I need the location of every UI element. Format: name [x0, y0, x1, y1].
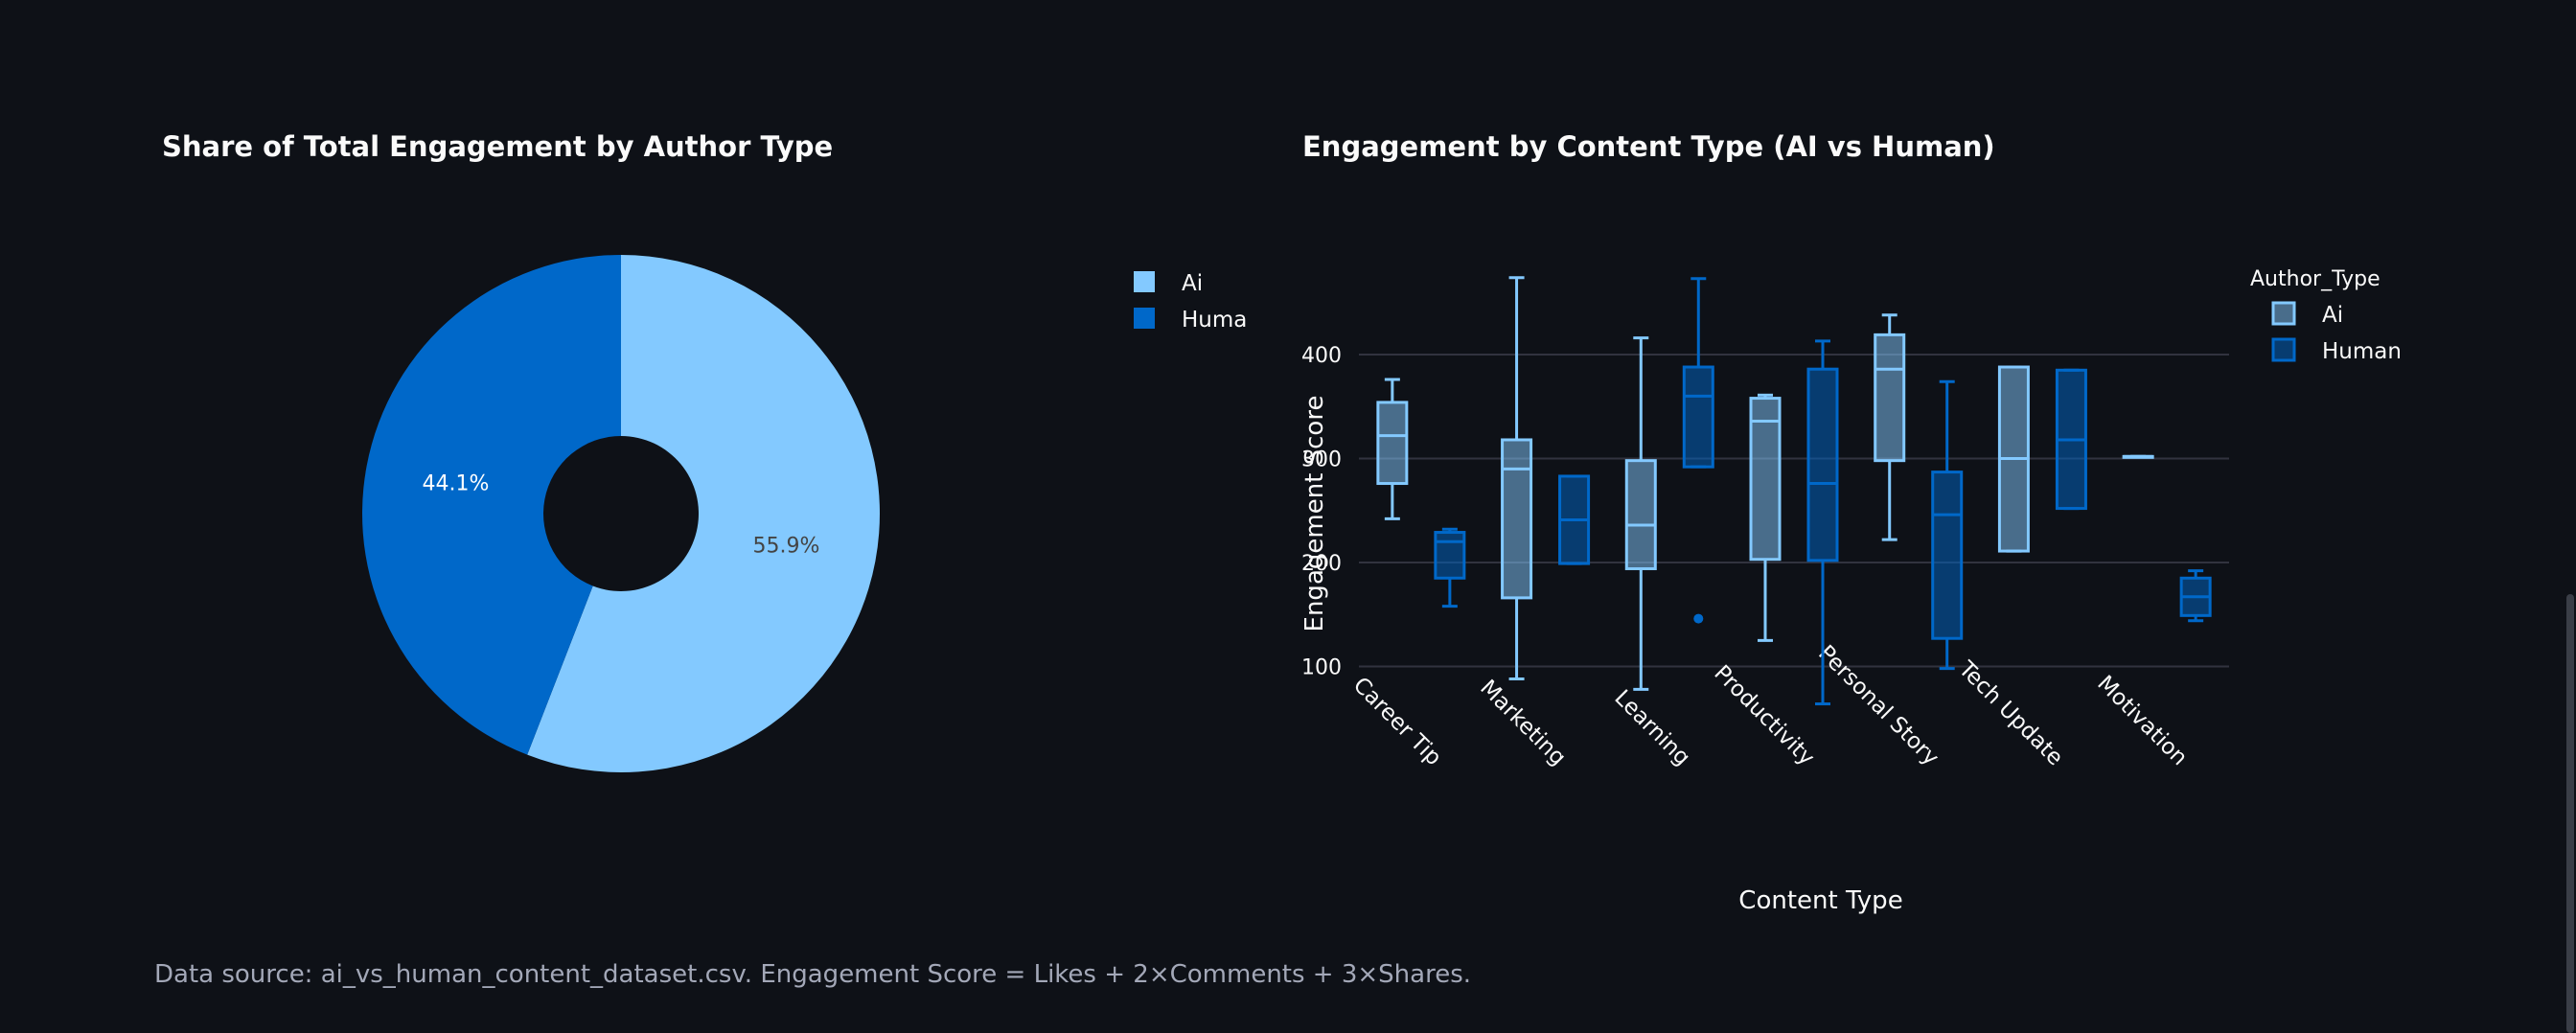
box-human-personal-story: [1931, 379, 1964, 671]
box-human-tech-update: [2055, 368, 2087, 511]
box-iqr: [1749, 397, 1782, 562]
pie-data-label: 55.9%: [753, 534, 820, 558]
x-tick-label: Learning: [1609, 685, 1694, 770]
box-iqr: [1682, 365, 1714, 469]
y-tick-label: 300: [1301, 448, 1342, 472]
data-source-footnote: Data source: ai_vs_human_content_dataset…: [154, 960, 1472, 989]
box-ai-tech-update: [1997, 365, 2030, 553]
box-human-motivation: [2179, 569, 2212, 623]
pie-chart-title: Share of Total Engagement by Author Type: [162, 130, 834, 163]
y-tick-label: 100: [1301, 656, 1342, 680]
y-tick-label: 400: [1301, 344, 1342, 368]
box-iqr: [1874, 333, 1906, 463]
scrollbar-thumb[interactable]: [2566, 594, 2574, 1033]
pie-slice-human: [362, 255, 621, 755]
x-axis-title: Content Type: [1738, 886, 1902, 915]
box-ai-productivity: [1749, 393, 1782, 642]
legend-label-human: Human: [2322, 339, 2402, 364]
x-tick-label: Productivity: [1709, 660, 1819, 770]
box-ai-personal-story: [1874, 313, 1906, 541]
outlier-point: [1693, 613, 1704, 624]
box-iqr: [1501, 438, 1533, 600]
legend-label-ai: Ai: [1182, 271, 1203, 296]
legend-swatch-human: [1134, 308, 1155, 329]
legend-swatch-ai: [2271, 301, 2296, 326]
x-tick-label: Tech Update: [1953, 656, 2068, 771]
pie-slice-ai: [527, 255, 881, 772]
box-iqr: [1376, 401, 1409, 486]
box-iqr: [1806, 367, 1839, 562]
box-iqr: [1931, 471, 1964, 640]
legend-label-ai: Ai: [2322, 303, 2343, 328]
box-ai-motivation: [2122, 454, 2154, 459]
box-iqr: [1624, 459, 1657, 571]
box-human-career-tip: [1434, 527, 1466, 608]
x-tick-label: Personal Story: [1813, 641, 1944, 771]
box-ai-career-tip: [1376, 378, 1409, 520]
pie-data-label: 44.1%: [423, 472, 490, 496]
legend-label-human: Human: [1182, 308, 1246, 333]
page-scrollbar[interactable]: [2563, 0, 2576, 1033]
y-axis-title: Engagement Score: [1300, 396, 1329, 632]
x-tick-label: Marketing: [1475, 676, 1570, 770]
box-iqr: [1434, 531, 1466, 580]
legend-swatch-ai: [1134, 271, 1155, 292]
box-chart-title: Engagement by Content Type (AI vs Human): [1302, 130, 1995, 163]
box-human-marketing: [1558, 474, 1591, 565]
box-chart: 100 200 300 400 Career Tip Marketing Learning…: [1300, 267, 2402, 915]
box-human-learning: [1682, 277, 1714, 624]
box-human-productivity: [1806, 339, 1839, 706]
pie-chart: 55.9% 44.1% Ai Human: [362, 255, 1246, 772]
legend-swatch-human: [2271, 337, 2296, 362]
legend-title: Author_Type: [2250, 267, 2380, 291]
x-tick-label: Career Tip: [1348, 673, 1446, 770]
box-ai-marketing: [1501, 276, 1533, 681]
y-tick-label: 200: [1301, 552, 1342, 576]
x-tick-label: Motivation: [2092, 671, 2192, 770]
box-ai-learning: [1624, 336, 1657, 691]
